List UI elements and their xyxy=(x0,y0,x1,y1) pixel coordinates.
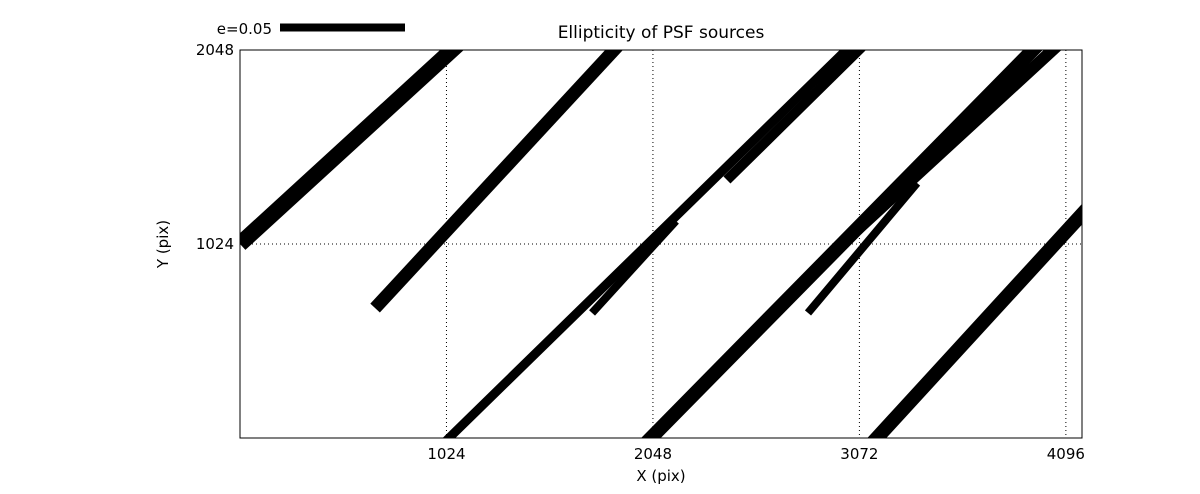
legend-label: e=0.05 xyxy=(217,20,272,38)
whisker-segment-1 xyxy=(370,50,623,313)
whisker-segments xyxy=(240,50,1082,438)
whisker-segment-6 xyxy=(852,50,1062,235)
y-tick-label-1024: 1024 xyxy=(196,235,234,253)
y-tick-labels: 1024 2048 xyxy=(196,41,234,253)
x-tick-label-1024: 1024 xyxy=(427,445,465,463)
y-tick-label-2048: 2048 xyxy=(196,41,234,59)
whisker-segment-4 xyxy=(723,50,867,184)
x-tick-labels: 1024 2048 3072 4096 xyxy=(427,445,1085,463)
x-tick-label-4096: 4096 xyxy=(1047,445,1085,463)
whisker-segment-5 xyxy=(641,50,1043,438)
plot-title: Ellipticity of PSF sources xyxy=(558,23,765,43)
legend-whisker-sample-bar xyxy=(280,23,405,32)
whisker-segment-8 xyxy=(867,203,1082,438)
x-tick-label-2048: 2048 xyxy=(634,445,672,463)
whisker-segment-2 xyxy=(442,50,853,438)
whisker-segment-3 xyxy=(589,218,679,316)
x-tick-label-3072: 3072 xyxy=(840,445,878,463)
whisker-segment-7 xyxy=(804,180,921,316)
plot-frame xyxy=(239,49,1083,439)
whisker-segment-0 xyxy=(240,50,464,250)
y-axis-label: Y (pix) xyxy=(154,220,172,269)
gridlines xyxy=(240,50,1082,438)
x-axis-label: X (pix) xyxy=(636,467,685,485)
